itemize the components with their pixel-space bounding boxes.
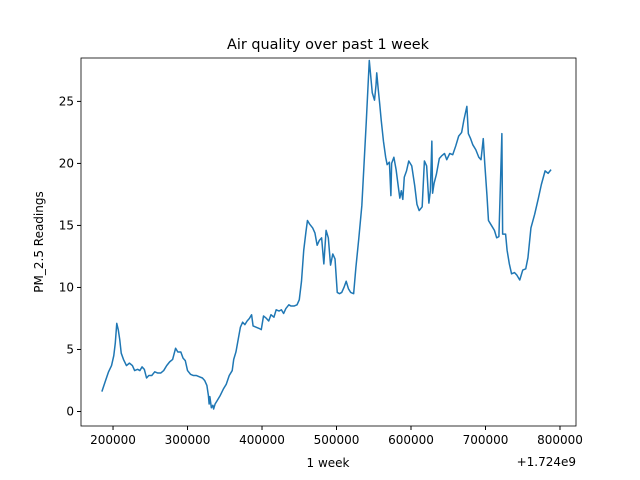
y-tick-label: 25 — [59, 94, 74, 108]
x-tick-label: 400000 — [239, 433, 285, 447]
y-tick-label: 5 — [66, 342, 74, 356]
x-tick-label: 800000 — [537, 433, 583, 447]
y-tick-label: 10 — [59, 280, 74, 294]
x-tick-label: 500000 — [314, 433, 360, 447]
x-offset-label: +1.724e9 — [517, 455, 576, 469]
x-axis-label: 1 week — [307, 456, 350, 470]
line-series — [101, 59, 552, 410]
y-tick-label: 15 — [59, 218, 74, 232]
y-tick-label: 20 — [59, 156, 74, 170]
x-tick-label: 300000 — [165, 433, 211, 447]
x-tick-label: 600000 — [388, 433, 434, 447]
axes-frame — [80, 57, 577, 427]
y-axis-label: PM_2.5 Readings — [32, 191, 46, 292]
x-tick-label: 200000 — [90, 433, 136, 447]
x-tick-label: 700000 — [463, 433, 509, 447]
chart-title: Air quality over past 1 week — [227, 37, 430, 53]
y-tick-label: 0 — [66, 404, 74, 418]
